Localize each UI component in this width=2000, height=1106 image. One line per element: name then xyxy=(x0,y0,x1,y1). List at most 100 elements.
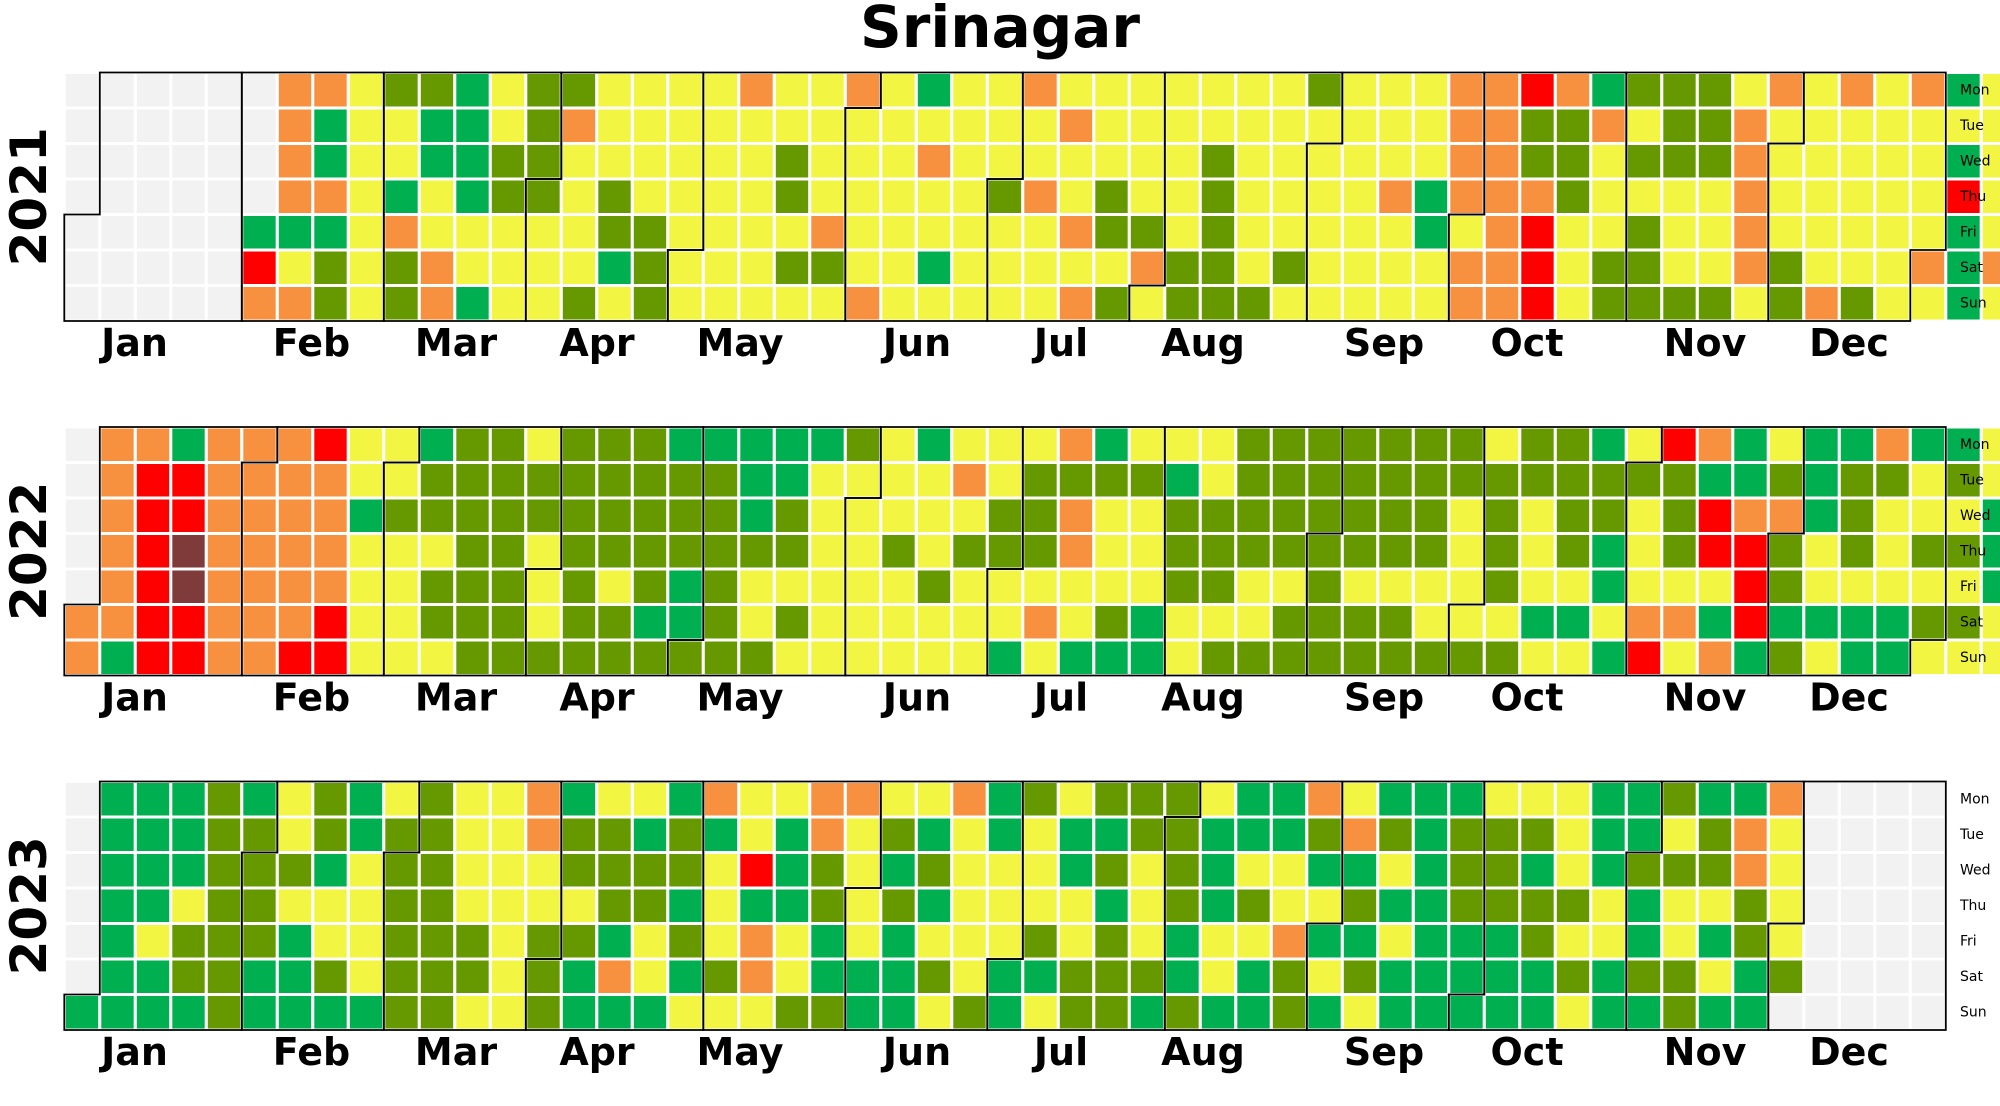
day-cell xyxy=(1589,284,1628,323)
day-cell xyxy=(133,106,173,145)
day-cell xyxy=(1056,284,1096,323)
month-label: Jan xyxy=(98,676,168,720)
day-cell xyxy=(772,886,812,925)
day-cell xyxy=(1447,106,1486,145)
day-cell xyxy=(1163,532,1202,571)
day-cell xyxy=(1447,248,1486,287)
day-cell xyxy=(1908,603,1948,642)
day-cell xyxy=(666,567,705,606)
day-cell xyxy=(311,425,350,464)
day-cell xyxy=(666,780,705,819)
day-cell xyxy=(1908,532,1948,571)
day-cell xyxy=(1873,71,1912,110)
day-cell xyxy=(1056,177,1096,216)
day-cell xyxy=(1056,106,1096,145)
day-cell xyxy=(808,922,847,961)
day-cell xyxy=(275,425,315,464)
day-cell xyxy=(1731,993,1770,1032)
day-cell xyxy=(1695,142,1735,181)
day-cell xyxy=(595,851,634,890)
day-cell xyxy=(1021,957,1060,996)
day-cell xyxy=(62,461,102,500)
day-cell xyxy=(1234,886,1273,925)
day-label: Sat xyxy=(1960,969,1983,985)
month-label: Sep xyxy=(1344,321,1424,365)
day-cell xyxy=(169,425,208,464)
day-cell xyxy=(879,248,918,287)
day-cell xyxy=(1695,106,1735,145)
day-cell xyxy=(1802,567,1841,606)
day-cell xyxy=(808,780,847,819)
day-cell xyxy=(524,815,563,854)
day-cell xyxy=(843,567,883,606)
day-cell xyxy=(382,106,421,145)
day-cell xyxy=(524,284,563,323)
day-cell xyxy=(595,284,634,323)
day-cell xyxy=(1269,496,1309,535)
day-cell xyxy=(1447,177,1486,216)
day-cell xyxy=(843,213,883,252)
month-label: Nov xyxy=(1664,321,1747,365)
day-cell xyxy=(1376,142,1415,181)
day-cell xyxy=(1127,213,1167,252)
day-cell xyxy=(1411,815,1451,854)
day-cell xyxy=(1766,496,1806,535)
day-cell xyxy=(1447,496,1486,535)
day-cell xyxy=(240,248,279,287)
day-cell xyxy=(417,993,457,1032)
day-cell xyxy=(453,851,492,890)
day-cell xyxy=(1411,106,1451,145)
month-label: Apr xyxy=(559,321,635,365)
day-cell xyxy=(843,106,883,145)
day-cell xyxy=(1305,496,1344,535)
day-cell xyxy=(1766,780,1806,819)
day-cell xyxy=(1127,815,1167,854)
month-label: Jun xyxy=(880,1030,951,1074)
day-cell xyxy=(950,851,989,890)
day-cell xyxy=(62,532,102,571)
day-cell xyxy=(1447,567,1486,606)
day-cell xyxy=(914,177,954,216)
day-cell xyxy=(204,567,244,606)
day-cell xyxy=(1802,851,1841,890)
day-cell xyxy=(1979,284,2000,323)
day-cell xyxy=(62,248,102,287)
day-cell xyxy=(1163,922,1202,961)
day-cell xyxy=(417,213,457,252)
day-cell xyxy=(1518,886,1557,925)
day-cell xyxy=(133,461,173,500)
day-cell xyxy=(1482,993,1522,1032)
day-cell xyxy=(950,638,989,677)
day-cell xyxy=(1553,957,1593,996)
day-label: Fri xyxy=(1960,934,1977,950)
day-cell xyxy=(275,496,315,535)
day-cell xyxy=(240,461,279,500)
day-cell xyxy=(62,886,102,925)
day-cell xyxy=(1482,71,1522,110)
day-cell xyxy=(1660,461,1699,500)
day-cell xyxy=(1127,496,1167,535)
day-cell xyxy=(666,886,705,925)
day-cell xyxy=(1198,886,1238,925)
day-cell xyxy=(1624,780,1664,819)
day-cell xyxy=(879,993,918,1032)
month-boundary xyxy=(1767,71,1947,322)
day-cell xyxy=(1340,780,1380,819)
day-cell xyxy=(1198,922,1238,961)
day-cell xyxy=(843,461,883,500)
day-cell xyxy=(1127,957,1167,996)
day-cell xyxy=(666,106,705,145)
day-cell xyxy=(204,142,244,181)
day-cell xyxy=(98,638,137,677)
day-cell xyxy=(914,496,954,535)
day-cell xyxy=(1731,532,1770,571)
day-cell xyxy=(666,957,705,996)
day-cell xyxy=(1624,638,1664,677)
day-cell xyxy=(1518,496,1557,535)
day-cell xyxy=(559,425,599,464)
day-cell xyxy=(1553,638,1593,677)
day-cell xyxy=(1092,461,1131,500)
day-cell xyxy=(1731,851,1770,890)
day-cell xyxy=(488,142,528,181)
day-cell xyxy=(204,213,244,252)
